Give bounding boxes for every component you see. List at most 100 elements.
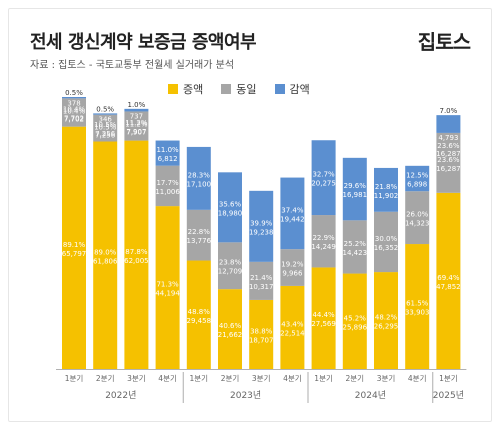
brand-logo: 집토스 [417,30,471,54]
year-label-3: 2025년 [433,390,464,401]
label-percent-increase-11: 61.5% [406,300,429,308]
label-percent-decrease-0: 0.5% [65,89,83,97]
bar-segment-decrease-6 [249,190,274,262]
label-count-increase-10: 26,295 [374,323,399,331]
label-count-same-2: 7,907 [126,128,146,136]
label-percent-decrease-9: 29.6% [344,182,367,190]
x-tick-label-11: 4분기 [408,374,427,383]
label-count-same-7: 9,966 [282,270,303,278]
label-percent-decrease-6: 39.9% [250,219,273,227]
label-count-decrease-9: 16,981 [343,191,368,199]
bar-segment-decrease-2 [124,108,149,112]
label-percent-same-11: 26.0% [406,211,429,219]
label-percent-decrease-4: 28.3% [188,171,211,179]
label-count-increase-0: 65,797 [62,250,87,258]
bar-segment-same-0 [62,98,86,127]
label-percent-increase-1: 89.0% [94,248,117,256]
label-count-decrease-8: 20,275 [311,180,336,188]
label-count-same-6: 10,317 [249,283,274,291]
label-count-same-12: 16,287 [436,165,461,173]
label-percent-increase-0: 89.1% [63,241,86,249]
x-tick-label-8: 1분기 [314,374,333,383]
label-count-same-1: 7,256 [95,132,116,140]
x-tick-label-2: 3분기 [127,374,146,383]
label-percent-same-4: 22.8% [188,228,211,236]
bar-segment-same-9 [342,220,367,274]
bar-segment-decrease-1 [93,113,118,115]
label-percent-decrease-3: 11.0% [156,146,179,154]
label-count-same-0: 7,702 [64,115,84,123]
label-percent-increase-10: 48.2% [375,314,398,322]
bar-segment-decrease-0 [62,97,86,99]
label-count-same-9: 14,423 [343,249,368,257]
bar-segment-increase-6 [249,299,274,369]
label-percent-same-10: 30.0% [375,235,398,243]
label-count-increase-4: 29,458 [187,317,212,325]
label-percent-decrease-8: 32.7% [312,171,335,179]
bar-segment-same-7 [280,249,305,286]
x-tick-label-10: 3분기 [377,374,396,383]
label-percent-same-1: 10.5% [94,121,117,129]
label-count-same-2: 7,907 [126,128,146,136]
x-tick-label-12: 1분기 [439,374,458,383]
year-label-2: 2024년 [355,390,386,401]
bar-segment-decrease-5 [218,172,242,243]
label-percent-increase-2: 87.8% [125,248,148,256]
label-percent-increase-9: 45.2% [344,314,367,322]
label-percent-increase-8: 44.4% [312,311,335,319]
label-percent-same-6: 21.4% [250,274,273,282]
label-percent-decrease-5: 35.6% [219,200,242,208]
bar-segment-increase-9 [342,273,367,369]
label-percent-increase-6: 38.8% [250,327,273,335]
bar-segment-increase-5 [218,289,242,369]
label-percent-same-12: 23.6% [437,156,460,164]
label-count-same-8: 14,249 [311,243,336,251]
legend-label-decrease: 감액 [289,83,310,96]
label-percent-decrease-12: 7.0% [440,107,458,115]
x-tick-label-9: 2분기 [346,374,365,383]
label-percent-same-12: 23.6% [437,142,460,150]
label-count-increase-7: 22,514 [280,329,305,337]
x-tick-label-0: 1분기 [65,374,84,383]
label-count-same-11: 14,323 [405,220,430,228]
label-percent-increase-7: 43.4% [281,320,304,328]
bar-segment-increase-7 [280,285,305,369]
label-percent-increase-12: 69.4% [437,274,460,282]
label-percent-same-3: 17.7% [156,179,179,187]
bar-segment-increase-1 [93,141,118,369]
label-count-decrease-5: 18,980 [218,209,243,217]
label-percent-increase-4: 48.8% [188,308,211,316]
label-percent-decrease-10: 21.8% [375,183,398,191]
label-percent-decrease-2: 1.0% [128,101,146,109]
label-count-decrease-11: 6,898 [407,181,427,189]
bar-segment-increase-10 [374,272,398,369]
bar-segment-same-10 [374,211,398,273]
label-count-increase-6: 18,707 [249,336,274,344]
bar-segment-decrease-10 [374,167,398,212]
label-count-decrease-4: 17,100 [187,180,212,188]
label-count-increase-3: 44,194 [155,290,180,298]
legend-item-increase: 증액 [168,81,203,97]
label-count-decrease-1: 346 [99,116,113,124]
bar-segment-decrease-8 [311,140,336,216]
x-tick-label-7: 4분기 [283,374,302,383]
bar-segment-same-6 [249,261,274,300]
bar-segment-decrease-12 [436,115,461,133]
label-count-increase-11: 33,903 [405,309,430,317]
bar-segment-increase-2 [124,140,149,369]
label-percent-same-5: 23.8% [219,259,242,267]
x-tick-label-3: 4분기 [158,374,177,383]
bar-segment-same-1 [93,114,118,142]
legend-swatch-decrease [274,84,285,94]
label-count-same-4: 13,776 [187,237,212,245]
legend-label-same: 동일 [236,83,257,96]
chart-legend: 증액 동일 감액 [168,82,310,96]
legend-swatch-increase [168,84,178,94]
bar-segment-same-3 [155,165,180,207]
label-count-decrease-6: 19,238 [249,228,274,236]
label-percent-increase-5: 40.6% [219,322,242,330]
label-percent-same-7: 19.2% [281,261,304,269]
label-percent-decrease-11: 12.5% [406,172,429,180]
label-count-increase-1: 61,806 [93,257,118,265]
